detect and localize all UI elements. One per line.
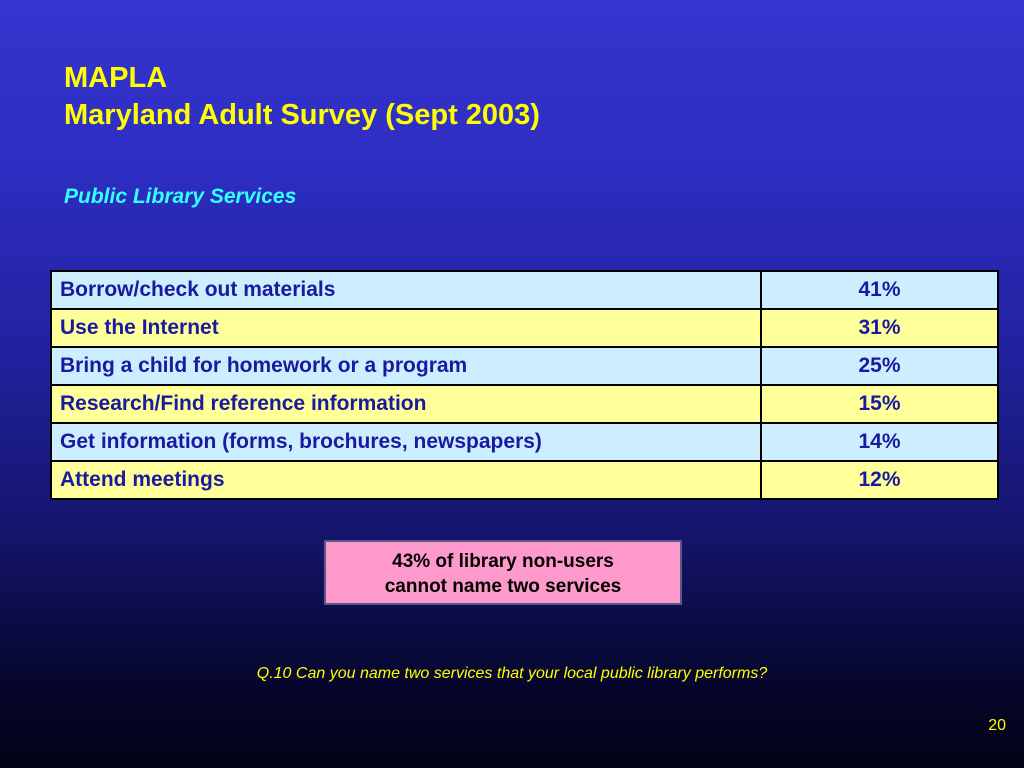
slide-subtitle: Public Library Services (64, 185, 297, 208)
non-users-callout: 43% of library non-users cannot name two… (324, 540, 682, 605)
page-number: 20 (988, 717, 1006, 734)
service-percentage: 41% (762, 272, 997, 310)
service-label: Use the Internet (52, 310, 762, 348)
service-percentage: 12% (762, 462, 997, 498)
table-row: Bring a child for homework or a program … (52, 348, 997, 386)
survey-question: Q.10 Can you name two services that your… (256, 665, 768, 682)
service-percentage: 31% (762, 310, 997, 348)
table-row: Research/Find reference information 15% (52, 386, 997, 424)
table-row: Get information (forms, brochures, newsp… (52, 424, 997, 462)
title-line-2: Maryland Adult Survey (Sept 2003) (64, 99, 540, 131)
table-row: Attend meetings 12% (52, 462, 997, 498)
service-percentage: 15% (762, 386, 997, 424)
service-label: Bring a child for homework or a program (52, 348, 762, 386)
title-line-1: MAPLA (64, 62, 168, 94)
services-table-container: Borrow/check out materials 41% Use the I… (50, 270, 999, 500)
slide-title: MAPLA Maryland Adult Survey (Sept 2003) (64, 60, 540, 134)
service-percentage: 14% (762, 424, 997, 462)
table-row: Use the Internet 31% (52, 310, 997, 348)
service-label: Attend meetings (52, 462, 762, 498)
services-table: Borrow/check out materials 41% Use the I… (52, 272, 997, 498)
table-row: Borrow/check out materials 41% (52, 272, 997, 310)
service-label: Get information (forms, brochures, newsp… (52, 424, 762, 462)
callout-line-1: 43% of library non-users (392, 551, 614, 572)
service-label: Borrow/check out materials (52, 272, 762, 310)
callout-line-2: cannot name two services (384, 576, 622, 597)
service-label: Research/Find reference information (52, 386, 762, 424)
service-percentage: 25% (762, 348, 997, 386)
